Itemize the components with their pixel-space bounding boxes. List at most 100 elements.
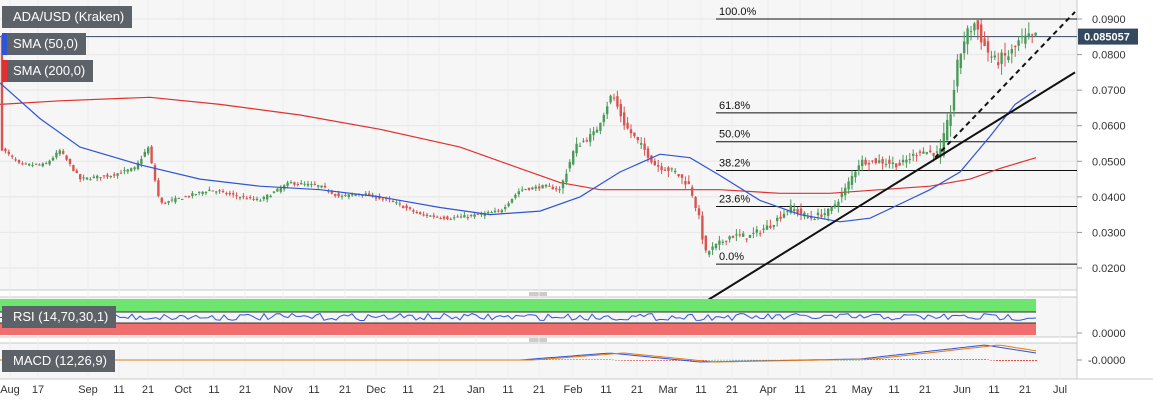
macd-signal-line [0,344,1037,363]
candle-body [837,201,840,207]
candle-body [164,202,167,204]
x-tick-label: 11 [888,384,899,396]
fib-label: 61.8% [719,100,750,112]
macd-histogram-bar [975,359,977,360]
legend-sma50[interactable]: SMA (50,0) [2,33,87,55]
candles [0,18,1037,258]
macd-histogram-bar [873,359,875,360]
macd-histogram-bar [666,360,668,361]
macd-histogram-bar [660,360,662,361]
macd-histogram-bar [882,359,884,360]
legend-main-label: ADA/USD (Kraken) [7,6,133,28]
macd-histogram-bar [999,360,1001,362]
candle-body [269,195,272,198]
macd-histogram-bar [588,359,590,360]
candle-body [704,235,707,251]
legend-main[interactable]: ADA/USD (Kraken) [2,6,133,28]
x-tick-label: 21 [239,384,251,396]
candle-body [789,205,792,213]
candle-body [279,187,282,192]
candle-body [89,179,92,181]
macd-histogram-bar [960,359,962,360]
macd-histogram-bar [846,359,848,361]
candle-body [85,177,89,180]
macd-histogram-bar [612,359,614,361]
candle-body [827,208,830,216]
fibonacci-levels: 100.0% 61.8% 50.0% 38.2% 23.6% 0.0% [0,6,1077,265]
macd-histogram-bar [654,360,656,361]
candle-body [361,194,364,196]
macd-histogram-bar [573,359,575,360]
candle-body [997,62,1000,66]
legend-sma50-label: SMA (50,0) [7,33,87,55]
candle-body [17,159,21,163]
macd-histogram-bar [990,360,992,361]
macd-histogram-bar [921,359,923,360]
macd-histogram-bar [915,359,917,360]
candle-body [364,193,367,196]
macd-histogram-bar [993,360,995,361]
macd-histogram-bar [747,359,749,361]
candle-body [160,197,163,203]
legend-sma200[interactable]: SMA (200,0) [2,60,94,82]
candle-body [701,215,704,240]
candle-body [850,175,854,185]
candle-body [942,133,945,156]
fib-label: 100.0% [719,6,757,18]
candle-body [204,191,208,194]
x-tick-label: 21 [1019,384,1031,396]
candle-body [691,187,694,196]
macd-histogram-bar [987,359,989,361]
macd-histogram-bar [618,360,620,361]
macd-histogram-bar [912,359,914,360]
legend-rsi[interactable]: RSI (14,70,30,1) [2,306,117,328]
candle-body [510,198,514,203]
candle-body [432,215,435,217]
x-tick-label: Sep [78,384,98,396]
candle-body [806,216,809,218]
candle-body [959,53,962,68]
candle-body [215,191,218,193]
x-tick-label: 21 [433,384,445,396]
candle-body [735,234,738,236]
legend-macd[interactable]: MACD (12,26,9) [2,350,115,372]
candle-body [48,160,51,165]
macd-histogram-bar [909,359,911,360]
macd-histogram-bar [945,359,947,360]
macd-histogram-bar [1005,360,1007,362]
candle-body [531,187,534,190]
candle-body [31,165,34,167]
candle-body [606,106,609,115]
candle-body [320,185,323,188]
macd-histogram-bar [900,359,902,360]
macd-histogram-bar [888,359,890,360]
candle-body [347,194,350,197]
candle-body [249,197,252,199]
candle-body [34,163,38,165]
candle-body [619,103,622,117]
candle-body [140,158,143,165]
time-axis: Aug 17 Sep 11 21 Oct 11 21 Nov 11 21 Dec 11 21 Jan 11 21… [0,384,1067,396]
candle-body [497,210,500,212]
macd-histogram-bar [1026,360,1028,362]
candle-body [21,163,24,165]
candle-body [272,191,276,193]
candle-body [126,169,129,172]
macd-histogram-bar [594,359,596,360]
candle-body [568,162,571,169]
macd-histogram-bar [549,359,551,360]
trendlines [707,11,1076,301]
macd-histogram-bar [675,360,677,361]
candle-body [640,143,643,145]
candle-body [548,185,551,187]
candle-body [633,132,636,137]
candle-body [1027,33,1030,37]
candle-body [521,189,524,191]
candle-body [187,196,191,198]
price-axis: 0.0900 0.0800 0.0700 0.0600 0.0500 0.0400 0.03… [1077,14,1138,275]
candle-body [157,180,160,197]
macd-histogram-bar [663,360,665,361]
candle-body [487,212,490,214]
candle-body [82,177,85,179]
candle-body [935,151,939,153]
